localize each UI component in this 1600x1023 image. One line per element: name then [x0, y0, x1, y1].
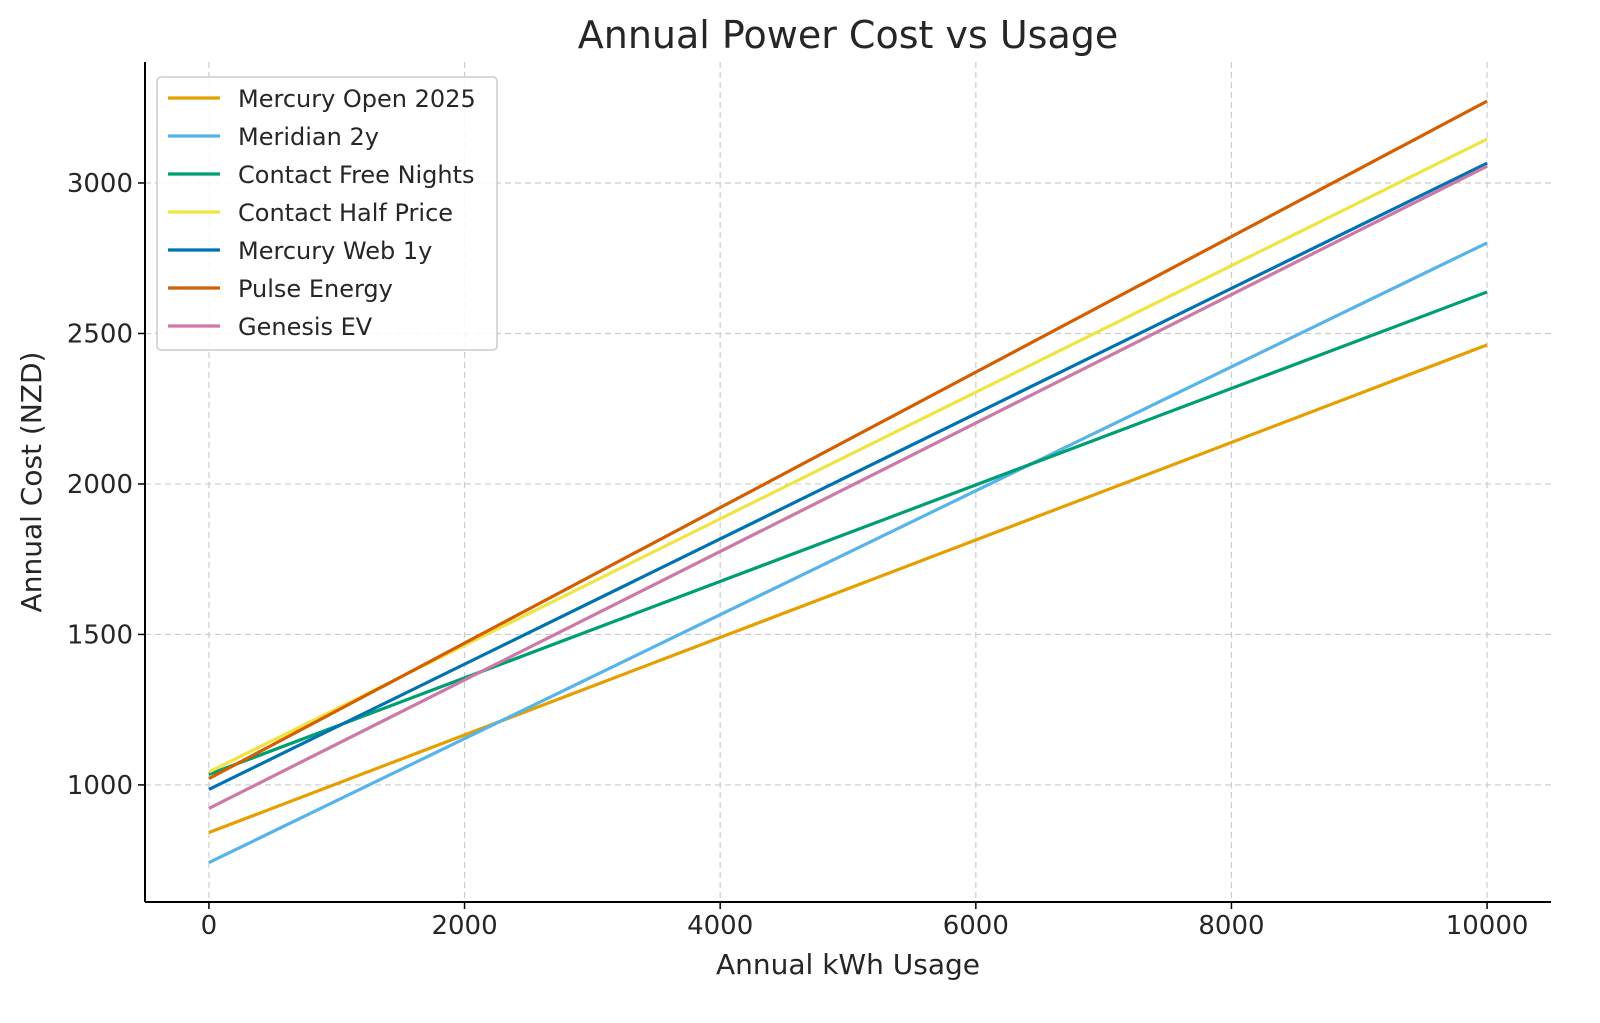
y-tick-label: 2000	[67, 470, 133, 500]
series-line-contact-free-nights	[208, 290, 1488, 776]
x-tick-label: 4000	[687, 911, 753, 941]
x-axis-label: Annual kWh Usage	[716, 948, 980, 981]
legend-label: Pulse Energy	[238, 275, 393, 303]
y-axis-label: Annual Cost (NZD)	[15, 352, 48, 613]
y-tick-label: 2500	[67, 319, 133, 349]
x-tick-label: 8000	[1198, 911, 1264, 941]
x-tick-label: 2000	[431, 911, 497, 941]
chart-title: Annual Power Cost vs Usage	[578, 13, 1118, 57]
ticks: 0 2000 4000 6000 8000 10000 1000 1500 2000 2500 30…	[67, 169, 1529, 941]
legend-label: Genesis EV	[238, 313, 373, 341]
series-line-genesis-ev	[208, 164, 1488, 810]
axes	[144, 62, 1551, 903]
y-tick-label: 1000	[67, 771, 133, 801]
legend-label: Mercury Web 1y	[238, 237, 432, 265]
series-line-pulse-energy	[208, 99, 1488, 781]
y-tick-label: 3000	[67, 169, 133, 199]
legend-label: Meridian 2y	[238, 123, 379, 151]
x-tick-label: 0	[201, 911, 218, 941]
y-tick-label: 1500	[67, 620, 133, 650]
x-tick-label: 10000	[1446, 911, 1529, 941]
x-tick-label: 6000	[943, 911, 1009, 941]
series-line-mercury-open-2025	[208, 343, 1488, 834]
legend-box	[156, 76, 498, 351]
legend-label: Mercury Open 2025	[238, 85, 476, 113]
series-lines	[208, 99, 1488, 865]
legend-label: Contact Free Nights	[238, 161, 475, 189]
series-line-mercury-web-1y	[208, 161, 1488, 791]
legend: Mercury Open 2025 Meridian 2y Contact Free…	[156, 76, 498, 351]
series-line-meridian-2y	[208, 241, 1488, 865]
legend-label: Contact Half Price	[238, 199, 453, 227]
